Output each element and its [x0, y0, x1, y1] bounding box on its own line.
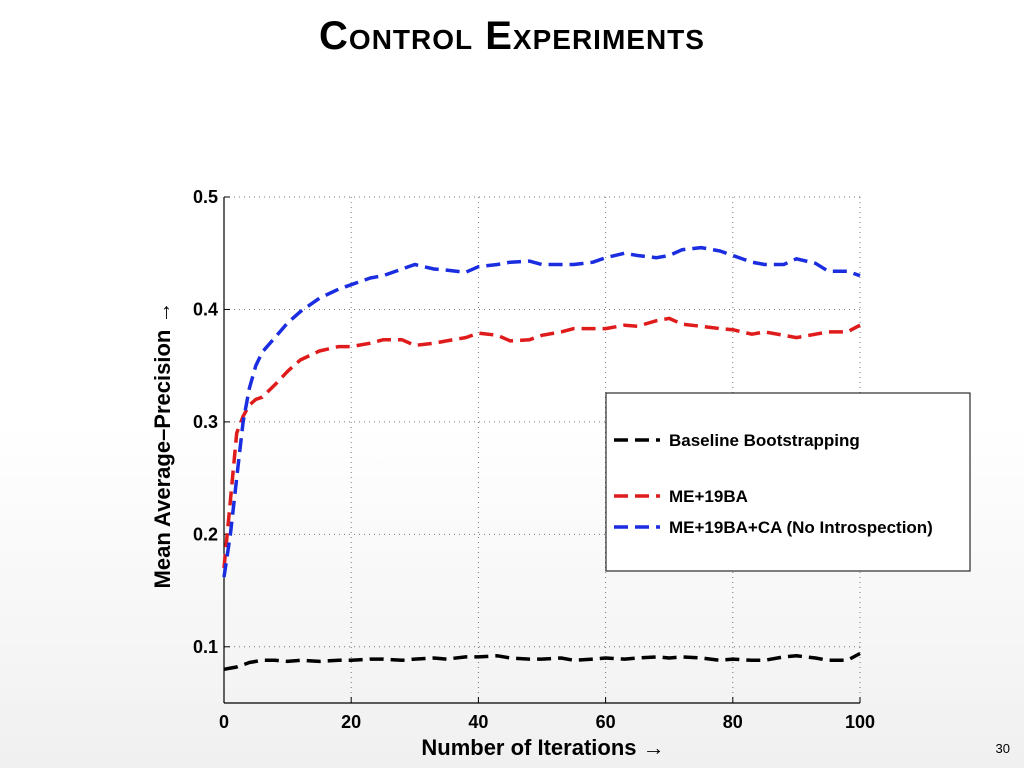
x-tick-label: 60 — [596, 712, 616, 732]
chart-tick-labels: 0 20 40 60 80 100 0.1 0.2 0.3 0.4 0.5 — [193, 187, 875, 732]
y-axis-label: Mean Average–Precision → — [150, 302, 175, 589]
legend-label-0: Baseline Bootstrapping — [669, 431, 860, 450]
y-tick-label: 0.3 — [193, 412, 218, 432]
y-tick-label: 0.4 — [193, 299, 218, 319]
series-line-1 — [222, 316, 861, 569]
series-line-2 — [222, 245, 861, 578]
chart-series — [222, 245, 861, 672]
y-tick-label: 0.1 — [193, 637, 218, 657]
x-tick-label: 20 — [341, 712, 361, 732]
legend-label-1: ME+19BA — [669, 487, 748, 506]
series-line-0 — [223, 651, 861, 672]
x-tick-label: 80 — [723, 712, 743, 732]
page-number: 30 — [995, 741, 1010, 756]
y-tick-label: 0.5 — [193, 187, 218, 207]
x-axis-label: Number of Iterations → — [421, 735, 664, 760]
legend-box — [605, 392, 971, 572]
x-tick-label: 40 — [468, 712, 488, 732]
chart-axes — [223, 196, 861, 704]
y-tick-label: 0.2 — [193, 524, 218, 544]
slide-title: Control Experiments — [319, 14, 705, 58]
legend-label-2: ME+19BA+CA (No Introspection) — [669, 518, 933, 537]
x-tick-label: 0 — [219, 712, 229, 732]
x-tick-label: 100 — [845, 712, 875, 732]
chart-legend: Baseline Bootstrapping ME+19BA ME+19BA+CA … — [605, 392, 971, 572]
